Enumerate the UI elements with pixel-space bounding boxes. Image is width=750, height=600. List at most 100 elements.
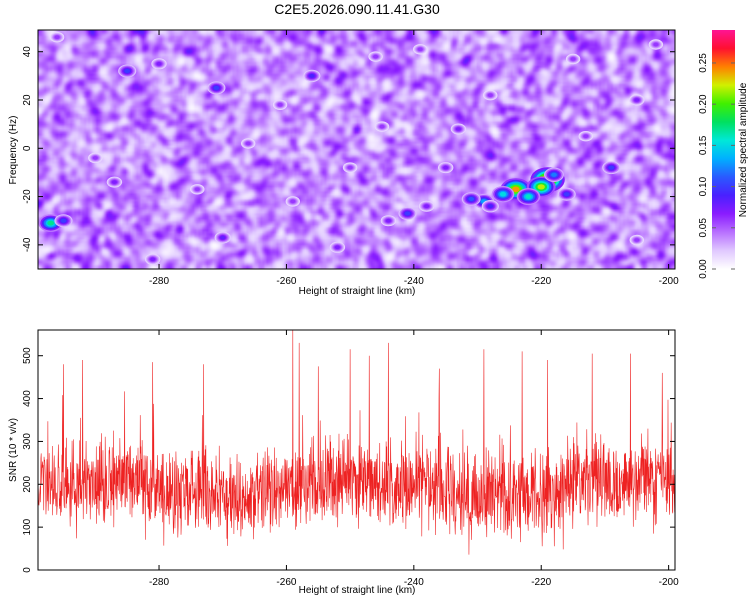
colorbar-tick-label: 0.00 <box>698 259 709 279</box>
heatmap-hot-spot-level <box>347 165 353 170</box>
heatmap-hot-spot <box>106 176 123 188</box>
y-tick-label: 300 <box>22 433 33 450</box>
y-tick-label: 200 <box>22 476 33 493</box>
x-tick-label: -200 <box>659 276 679 287</box>
heatmap-hot-spot-level <box>385 218 391 223</box>
heatmap-hot-spot <box>398 207 417 220</box>
heatmap-hot-spot <box>578 131 593 142</box>
heatmap-hot-spot <box>483 90 498 101</box>
heatmap-hot-spot-level <box>525 194 532 199</box>
heatmap-hot-spot-level <box>220 235 226 240</box>
heatmap-hot-spot-level <box>194 187 200 192</box>
y-tick-label: -40 <box>22 237 33 252</box>
x-tick-label: -280 <box>149 577 169 588</box>
y-tick-label: 0 <box>22 145 33 151</box>
x-tick-label: -220 <box>531 276 551 287</box>
heatmap-hot-spot <box>285 196 300 207</box>
heatmap-hot-spot-level <box>499 191 507 197</box>
heatmap-hot-spot-level <box>634 98 640 102</box>
heatmap-frame <box>37 29 676 270</box>
heatmap-hot-spot <box>648 39 664 50</box>
heatmap-hot-spot <box>629 94 645 106</box>
heatmap-image <box>38 30 675 269</box>
colorbar-scale <box>712 30 735 269</box>
heatmap-hot-spot-level <box>373 54 379 59</box>
x-tick-label: -240 <box>404 276 424 287</box>
heatmap-hot-spot-level <box>60 218 67 223</box>
x-tick-label: -260 <box>276 577 296 588</box>
heatmap-hot-spot <box>329 241 346 253</box>
y-tick-label: 0 <box>22 567 33 573</box>
heatmap-hot-spot-level <box>309 74 315 78</box>
heatmap-hot-spot-level <box>213 85 220 90</box>
heatmap-hot-spot-level <box>334 245 340 250</box>
heatmap-hot-spot-level <box>487 93 493 97</box>
colorbar: 0.00 0.05 0.10 0.15 0.20 0.25 Normalized spec… <box>698 30 749 279</box>
heatmap-hot-spot-level <box>551 172 557 177</box>
heatmap-hot-spot-level <box>487 204 493 209</box>
y-tick-label: 100 <box>22 518 33 535</box>
heatmap-hot-spot <box>272 99 288 111</box>
heatmap-hot-spot-level <box>156 62 162 66</box>
x-tick-label: -220 <box>531 577 551 588</box>
y-tick-label: 20 <box>22 94 33 106</box>
heatmap-hot-spot-level <box>443 165 449 170</box>
snr-panel: -280 -260 -240 -220 -200 0 100 200 300 400 500 He… <box>8 329 679 596</box>
colorbar-tick-label: 0.20 <box>698 94 709 114</box>
heatmap-hot-spot-level <box>417 47 423 52</box>
heatmap-hot-spot <box>450 123 467 135</box>
heatmap-hot-spot-level <box>379 124 385 129</box>
heatmap-hot-spot-level <box>150 257 156 262</box>
heatmap-hot-spot-level <box>537 184 545 190</box>
heatmap-hot-spot <box>54 214 73 228</box>
heatmap-hot-spot <box>190 184 205 195</box>
heatmap-hot-spot <box>413 44 428 55</box>
x-tick-label: -280 <box>149 276 169 287</box>
snr-x-axis-label: Height of straight line (km) <box>299 585 416 596</box>
heatmap-hot-spots <box>38 32 664 265</box>
heatmap-hot-spot-level <box>455 127 461 131</box>
heatmap-hot-spot-level <box>124 69 130 73</box>
heatmap-hot-spot-level <box>583 134 589 138</box>
x-tick-label: -200 <box>659 577 679 588</box>
heatmap-hot-spot <box>151 58 167 70</box>
heatmap-hot-spot-level <box>563 192 570 197</box>
heatmap-x-axis: -280 -260 -240 -220 -200 <box>149 30 679 287</box>
heatmap-hot-spot <box>49 32 65 43</box>
colorbar-tick-label: 0.15 <box>698 135 709 155</box>
heatmap-hot-spot <box>303 69 321 83</box>
heatmap-y-axis-label: Frequency (Hz) <box>8 116 19 185</box>
heatmap-hot-spot <box>602 161 621 175</box>
figure-title: C2E5.2026.090.11.41.G30 <box>274 1 440 17</box>
heatmap-hot-spot-level <box>634 238 640 242</box>
heatmap-hot-spot <box>241 138 256 149</box>
colorbar-tick-label: 0.10 <box>698 176 709 196</box>
heatmap-hot-spot-level <box>290 199 296 204</box>
y-tick-label: -20 <box>22 189 33 204</box>
heatmap-hot-spot <box>629 234 644 246</box>
heatmap-hot-spot-level <box>512 186 520 193</box>
heatmap-hot-spot <box>374 121 390 132</box>
snr-y-axis-label: SNR (10 * v/v) <box>8 418 19 482</box>
y-tick-label: 40 <box>22 46 33 58</box>
heatmap-hot-spot-level <box>54 35 60 39</box>
colorbar-tick-label: 0.25 <box>698 53 709 73</box>
colorbar-tick-label: 0.05 <box>698 218 709 238</box>
heatmap-hot-spot <box>145 253 161 265</box>
heatmap-hot-spot <box>438 162 454 174</box>
heatmap-hot-spot <box>418 200 435 212</box>
colorbar-label: Normalized spectral amplitude <box>738 82 749 217</box>
heatmap-hot-spot <box>368 51 383 62</box>
heatmap-hot-spot-level <box>111 180 117 184</box>
x-tick-label: -260 <box>276 276 296 287</box>
heatmap-hot-spot-level <box>570 57 576 61</box>
heatmap-hot-spot <box>565 53 581 65</box>
heatmap-hot-spot-level <box>424 204 430 208</box>
heatmap-hot-spot <box>342 162 358 173</box>
heatmap-hot-spot <box>516 188 541 206</box>
heatmap-hot-spot <box>118 64 137 78</box>
heatmap-hot-spot-level <box>653 42 659 47</box>
snr-x-axis: -280 -260 -240 -220 -200 <box>149 330 679 588</box>
heatmap-x-axis-label: Height of straight line (km) <box>299 286 416 297</box>
